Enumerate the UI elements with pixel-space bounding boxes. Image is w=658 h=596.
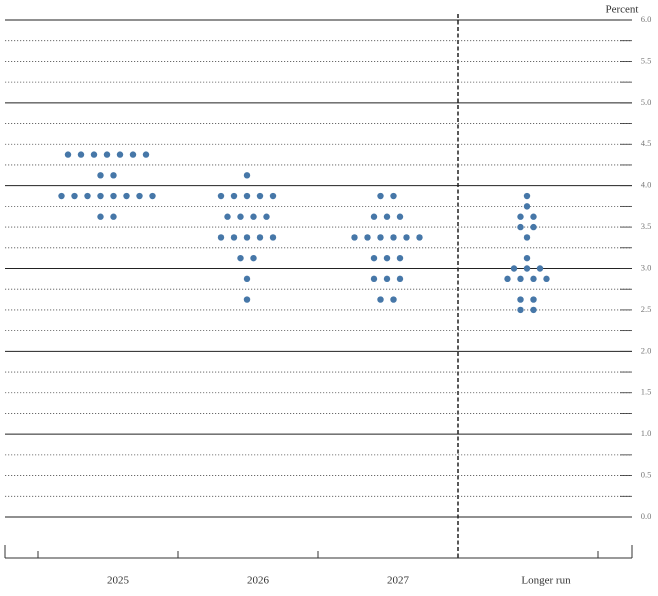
dot — [377, 234, 384, 241]
dot — [517, 275, 524, 283]
y-tick-label: 5.5 — [641, 55, 652, 65]
dot — [230, 234, 238, 241]
dot — [149, 192, 156, 200]
dot — [396, 254, 404, 262]
x-axis — [4, 545, 633, 559]
dot — [230, 192, 238, 200]
dot — [396, 275, 404, 283]
dot — [142, 151, 150, 158]
dot — [377, 192, 384, 200]
dot — [530, 306, 537, 314]
y-tick-label: 4.5 — [641, 138, 652, 148]
dot — [530, 296, 537, 303]
dot — [250, 213, 257, 220]
dot — [224, 213, 231, 220]
y-tick-label: 3.0 — [641, 262, 652, 272]
dot — [530, 213, 537, 220]
dot — [263, 213, 270, 220]
dot — [110, 192, 117, 200]
dot — [523, 192, 531, 200]
y-tick-label: 1.0 — [641, 428, 652, 438]
dot — [523, 203, 531, 210]
dot — [116, 151, 124, 158]
dot — [58, 192, 65, 200]
dot — [256, 192, 264, 200]
dot — [517, 296, 524, 303]
dot — [217, 192, 225, 200]
dot — [269, 234, 277, 241]
dot — [390, 296, 397, 303]
dot — [64, 151, 72, 158]
dot — [243, 296, 251, 303]
dot — [129, 151, 137, 158]
dot — [97, 192, 104, 200]
dot — [136, 192, 143, 200]
dot — [383, 275, 391, 283]
dot — [123, 192, 130, 200]
dot — [390, 234, 397, 241]
dot — [84, 192, 91, 200]
dot — [504, 275, 511, 283]
dot — [530, 223, 537, 231]
dot — [416, 234, 423, 241]
y-tick-label: 4.0 — [641, 180, 652, 190]
y-tick-label: 5.0 — [641, 97, 652, 107]
dot — [517, 306, 524, 314]
dot — [217, 234, 225, 241]
dot — [517, 213, 524, 220]
dot — [523, 254, 531, 262]
dot — [370, 213, 378, 220]
dot — [110, 172, 117, 179]
dot — [383, 254, 391, 262]
dot — [523, 265, 531, 272]
y-tick-label: 0.5 — [641, 470, 652, 480]
dot — [250, 254, 257, 262]
dot — [90, 151, 98, 158]
dot — [383, 213, 391, 220]
dot — [97, 172, 104, 179]
x-tick-label: 2026 — [247, 575, 270, 587]
dot — [377, 296, 384, 303]
dot — [110, 213, 117, 220]
dot — [370, 254, 378, 262]
y-tick-label: 0.0 — [641, 511, 652, 521]
y-axis-label: Percent — [606, 4, 639, 16]
dot — [530, 275, 537, 283]
dot — [396, 213, 404, 220]
dot — [237, 213, 244, 220]
dot — [523, 234, 531, 241]
dot — [510, 265, 518, 272]
dot — [243, 172, 251, 179]
dot — [103, 151, 111, 158]
dot — [517, 223, 524, 231]
dot — [543, 275, 550, 283]
dot — [370, 275, 378, 283]
dot — [536, 265, 544, 272]
x-tick-label: 2027 — [387, 575, 410, 587]
dot — [77, 151, 85, 158]
dot — [71, 192, 78, 200]
dot — [256, 234, 264, 241]
y-tick-label: 6.0 — [641, 14, 652, 24]
dot — [364, 234, 371, 241]
dot — [269, 192, 277, 200]
dot — [403, 234, 410, 241]
dot — [243, 275, 251, 283]
y-tick-label: 2.5 — [641, 304, 652, 314]
dot — [97, 213, 104, 220]
y-tick-label: 2.0 — [641, 345, 652, 355]
dot — [237, 254, 244, 262]
dot — [243, 234, 251, 241]
dot — [390, 192, 397, 200]
x-tick-label: 2025 — [107, 575, 130, 587]
y-tick-label: 3.5 — [641, 221, 652, 231]
x-tick-label: Longer run — [521, 575, 571, 587]
dot — [351, 234, 358, 241]
y-tick-label: 1.5 — [641, 387, 652, 397]
dot — [243, 192, 251, 200]
